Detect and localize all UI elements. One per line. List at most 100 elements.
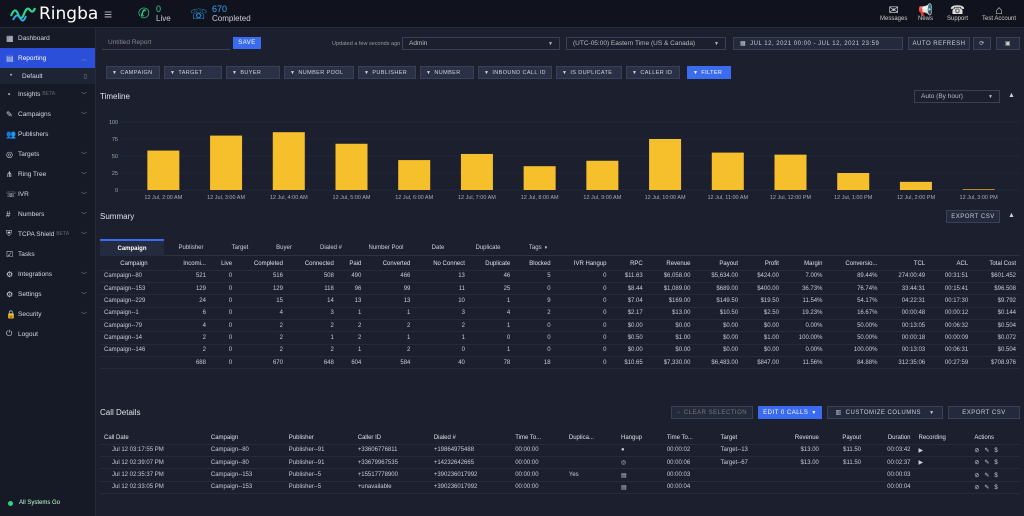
sidebar-item-reporting[interactable]: ▤ Reporting ︿ (0, 48, 95, 68)
column-header[interactable]: Duplicate (468, 258, 515, 271)
sidebar-item-ring-tree[interactable]: ⋔ Ring Tree ﹀ (0, 164, 95, 184)
column-header[interactable]: Completed (236, 258, 287, 271)
sidebar-item-default[interactable]: • Default ▯ (0, 68, 95, 84)
column-header[interactable]: Total Cost (972, 258, 1020, 271)
sidebar-item-campaigns[interactable]: ✎ Campaigns ﹀ (0, 104, 95, 124)
sidebar-item-dashboard[interactable]: ▦ Dashboard (0, 28, 95, 48)
completed-counter[interactable]: ☏ 670 Completed (190, 4, 251, 24)
sidebar-item-security[interactable]: 🔒 Security ﹀ (0, 304, 95, 324)
column-header[interactable]: Caller ID (353, 432, 430, 445)
column-header[interactable]: No Connect (414, 258, 469, 271)
filter-number[interactable]: ▼ NUMBER (420, 66, 474, 79)
filter-target[interactable]: ▼ TARGET (164, 66, 222, 79)
column-header[interactable]: Campaign (100, 258, 168, 271)
sidebar-item-insights[interactable]: ◔ Insights BETA ﹀ (0, 84, 95, 104)
tab-target[interactable]: Target (218, 239, 262, 256)
dollar-icon[interactable]: $ (994, 484, 998, 491)
column-header[interactable]: Profit (742, 258, 783, 271)
edit-icon[interactable]: ✎ (984, 460, 990, 467)
column-header[interactable]: IVR Hangup (554, 258, 611, 271)
report-name-input[interactable]: Untitled Report (102, 36, 230, 50)
live-counter[interactable]: ✆ 0 Live (138, 4, 171, 24)
column-header[interactable]: Call Date (100, 432, 207, 445)
tab-buyer[interactable]: Buyer (262, 239, 306, 256)
table-row[interactable]: Campaign--229 24 0 15 14 13 13 10 1 9 0 $7.04 $169.0… (100, 294, 1020, 308)
fullscreen-icon[interactable]: ▣ (996, 37, 1020, 50)
ringba-logo[interactable]: Ringba (10, 3, 98, 25)
bar[interactable] (837, 173, 870, 190)
column-header[interactable]: ACL (929, 258, 973, 271)
bar[interactable] (586, 160, 619, 190)
timezone-select[interactable]: (UTC-05:00) Eastern Time (US & Canada) ▼ (566, 37, 726, 50)
collapse-timeline-icon[interactable]: ▲ (1008, 92, 1015, 99)
column-header[interactable]: Live (209, 258, 237, 271)
bar[interactable] (649, 139, 682, 190)
sidebar-item-ivr[interactable]: ☏ IVR ﹀ (0, 184, 95, 204)
call-row[interactable]: Jul 12 02:39:07 PM Campaign--80 Publisher-… (100, 456, 1020, 470)
auto-refresh-button[interactable]: AUTO REFRESH (908, 37, 970, 50)
block-icon[interactable]: ⊘ (974, 472, 980, 479)
filter-inbound-call-id[interactable]: ▼ INBOUND CALL ID (478, 66, 552, 79)
column-header[interactable]: Actions (970, 432, 1020, 445)
refresh-icon[interactable]: ⟳ (973, 37, 991, 50)
block-icon[interactable]: ⊘ (974, 447, 980, 454)
granularity-select[interactable]: Auto (By hour) ▼ (914, 90, 1000, 103)
account-select[interactable]: Admin ▼ (402, 37, 560, 50)
column-header[interactable]: RPC (610, 258, 647, 271)
calls-export-button[interactable]: EXPORT CSV (948, 406, 1020, 419)
column-header[interactable]: Recording (914, 432, 971, 445)
column-header[interactable]: Payout (822, 432, 866, 445)
bar[interactable] (774, 154, 807, 190)
sidebar-item-integrations[interactable]: ⚙ Integrations ﹀ (0, 264, 95, 284)
column-header[interactable]: Incomi... (167, 258, 210, 271)
column-header[interactable]: Hangup (617, 432, 663, 445)
bar[interactable] (962, 189, 995, 190)
filter-caller-id[interactable]: ▼ CALLER ID (626, 66, 680, 79)
column-header[interactable]: Publisher (284, 432, 354, 445)
column-header[interactable]: Connected (286, 258, 338, 271)
filter-buyer[interactable]: ▼ BUYER (226, 66, 280, 79)
column-header[interactable]: Paid (337, 258, 366, 271)
table-row[interactable]: Campaign--14 2 0 2 1 2 1 1 0 0 0 $0.50 $1.00 $0.00 $1.… (100, 331, 1020, 345)
bar[interactable] (711, 152, 744, 190)
collapse-summary-icon[interactable]: ▲ (1008, 212, 1015, 219)
column-header[interactable]: Campaign (206, 432, 285, 445)
support-button[interactable]: ☎ Support (947, 3, 968, 22)
column-header[interactable]: Converted (365, 258, 415, 271)
menu-toggle-icon[interactable]: ≡ (104, 6, 113, 22)
bar[interactable] (335, 143, 368, 190)
column-header[interactable]: Margin (782, 258, 827, 271)
bar[interactable] (899, 181, 932, 190)
table-row[interactable]: Campaign--153 129 0 129 118 96 99 11 25 0 0 $8.44 $1… (100, 282, 1020, 296)
play-recording-icon[interactable]: ▶ (914, 444, 971, 458)
edit-calls-button[interactable]: EDIT 0 CALLS ▼ (758, 406, 822, 419)
summary-export-button[interactable]: EXPORT CSV (946, 210, 1000, 223)
play-recording-icon[interactable]: ▶ (914, 456, 971, 470)
column-header[interactable]: Conversio... (826, 258, 882, 271)
clear-selection-button[interactable]: − CLEAR SELECTION (671, 406, 753, 419)
column-header[interactable]: Revenue (772, 432, 823, 445)
sidebar-item-publishers[interactable]: 👥 Publishers (0, 124, 95, 144)
edit-icon[interactable]: ✎ (984, 472, 990, 479)
column-header[interactable]: Duration (865, 432, 915, 445)
sidebar-item-targets[interactable]: ◎ Targets ﹀ (0, 144, 95, 164)
column-header[interactable]: Duplica... (564, 432, 617, 445)
sidebar-item-tasks[interactable]: ☑ Tasks (0, 244, 95, 264)
column-header[interactable]: Payout (694, 258, 743, 271)
call-row[interactable]: Jul 12 03:17:55 PM Campaign--80 Publisher-… (100, 444, 1020, 458)
tab-publisher[interactable]: Publisher (164, 239, 218, 256)
dollar-icon[interactable]: $ (994, 447, 998, 454)
filter-number-pool[interactable]: ▼ NUMBER POOL (284, 66, 354, 79)
filter-campaign[interactable]: ▼ CAMPAIGN (106, 66, 160, 79)
column-header[interactable]: Target (716, 432, 773, 445)
tab-number-pool[interactable]: Number Pool (356, 239, 416, 256)
filter-button[interactable]: ▼ FILTER (687, 66, 731, 79)
messages-button[interactable]: ✉ Messages (880, 3, 907, 22)
daterange-picker[interactable]: ▦ JUL 12, 2021 00:00 - JUL 12, 2021 23:59 (733, 37, 903, 50)
save-button[interactable]: SAVE (233, 37, 261, 49)
play-recording-icon[interactable] (914, 481, 971, 494)
bar[interactable] (398, 160, 431, 190)
tab-dialed-[interactable]: Dialed # (306, 239, 356, 256)
block-icon[interactable]: ⊘ (974, 484, 980, 491)
column-header[interactable]: Revenue (646, 258, 695, 271)
